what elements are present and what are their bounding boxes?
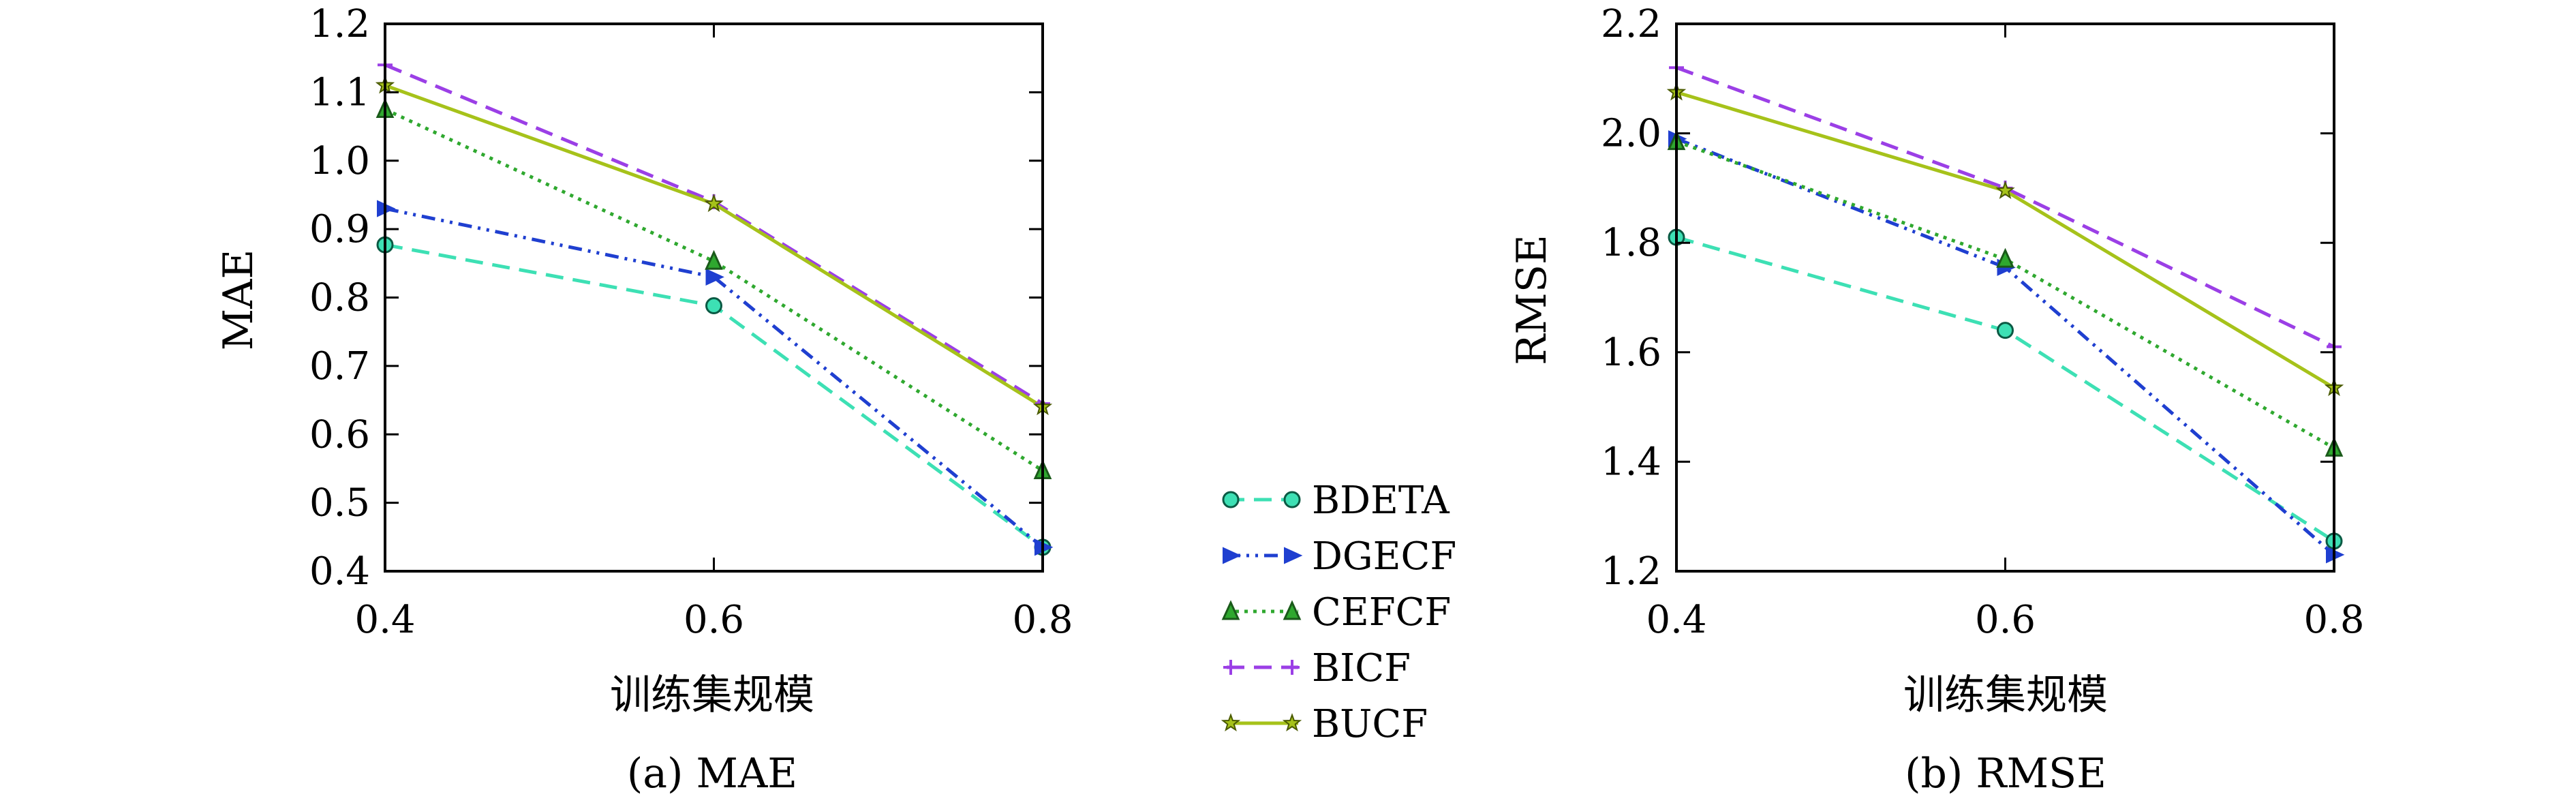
- legend-marker: [1283, 600, 1302, 620]
- legend-label: BUCF: [1312, 702, 1428, 746]
- x-axis-label-rmse: 训练集规模: [1903, 671, 2108, 719]
- series-line-bicf: [1676, 65, 2335, 349]
- x-tick-label: 0.4: [354, 598, 415, 642]
- y-axis-label-mae: MAE: [215, 249, 262, 351]
- series-line-dgecf: [384, 207, 1044, 549]
- point-dgecf-1: [705, 268, 724, 286]
- y-tick-label: 1.6: [1601, 331, 1661, 375]
- y-tick-label: 1.2: [1601, 549, 1661, 594]
- caption-rmse: (b) RMSE: [1905, 750, 2106, 798]
- legend-marker: [1223, 660, 1238, 675]
- y-tick-label: 1.4: [1601, 440, 1661, 484]
- y-tick-label: 0.8: [309, 276, 370, 320]
- y-tick-label: 0.7: [309, 344, 370, 389]
- series-line-dgecf: [1676, 137, 2335, 556]
- y-tick-label: 1.0: [309, 139, 370, 183]
- series-line-cefcf: [1676, 140, 2335, 450]
- legend-marker: [1221, 713, 1241, 732]
- legend-label: BICF: [1312, 646, 1411, 690]
- series-line-bucf: [384, 83, 1044, 409]
- legend-marker: [1223, 547, 1242, 564]
- legend-item-bucf: BUCF: [1221, 702, 1428, 746]
- series-line-bucf: [1676, 91, 2335, 390]
- panel-mae: MAE 训练集规模 (a) MAE 0.4 0.5 0.6 0.7 0.8 0.9 1.0 1…: [215, 2, 1073, 798]
- y-tick-label: 1.1: [309, 70, 370, 115]
- legend-item-bicf: BICF: [1223, 646, 1411, 690]
- x-tick-label: 0.6: [1975, 598, 2036, 642]
- series-line-bdeta: [1676, 235, 2335, 543]
- series-line-cefcf: [384, 108, 1044, 472]
- y-tick-label: 1.2: [309, 2, 370, 46]
- x-tick-label: 0.4: [1646, 598, 1706, 642]
- series-line-bicf: [384, 63, 1044, 406]
- legend-marker: [1222, 491, 1240, 508]
- y-tick-label: 0.4: [309, 549, 370, 594]
- point-cefcf-1: [1996, 247, 2014, 268]
- legend-marker: [1285, 660, 1300, 675]
- y-tick-label: 1.8: [1601, 221, 1661, 265]
- x-axis-label-mae: 训练集规模: [610, 671, 814, 719]
- legend-item-cefcf: CEFCF: [1221, 590, 1451, 635]
- y-tick-label: 0.6: [309, 412, 370, 457]
- point-bdeta-1: [705, 297, 722, 315]
- y-axis-label-rmse: RMSE: [1508, 234, 1556, 365]
- legend-marker: [1282, 713, 1302, 732]
- legend-item-dgecf: DGECF: [1223, 534, 1456, 579]
- series-line-bdeta: [384, 243, 1044, 549]
- x-tick-label: 0.8: [2303, 598, 2364, 642]
- legend-marker: [1284, 547, 1303, 564]
- legend-label: BDETA: [1312, 479, 1450, 523]
- legend-marker: [1221, 600, 1240, 620]
- y-tick-label: 2.0: [1601, 112, 1661, 156]
- point-bucf-1: [704, 194, 724, 213]
- y-tick-label: 0.5: [309, 481, 370, 526]
- point-bdeta-1: [1997, 322, 2014, 339]
- y-tick-label: 0.9: [309, 207, 370, 252]
- panel-rmse: RMSE 训练集规模 (b) RMSE 1.2 1.4 1.6 1.8 2.0 2.2 0.…: [1508, 2, 2365, 798]
- legend-item-bdeta: BDETA: [1222, 479, 1450, 523]
- legend-marker: [1283, 491, 1301, 508]
- point-bucf-1: [1995, 180, 2015, 199]
- caption-mae: (a) MAE: [627, 750, 797, 798]
- x-tick-label: 0.8: [1012, 598, 1073, 642]
- x-tick-label: 0.6: [684, 598, 744, 642]
- legend: BDETA DGECF CEFCF BICF BUCF: [1221, 479, 1456, 746]
- legend-label: DGECF: [1312, 534, 1456, 579]
- point-cefcf-1: [705, 249, 723, 270]
- y-tick-label: 2.2: [1601, 2, 1661, 46]
- legend-label: CEFCF: [1312, 590, 1451, 635]
